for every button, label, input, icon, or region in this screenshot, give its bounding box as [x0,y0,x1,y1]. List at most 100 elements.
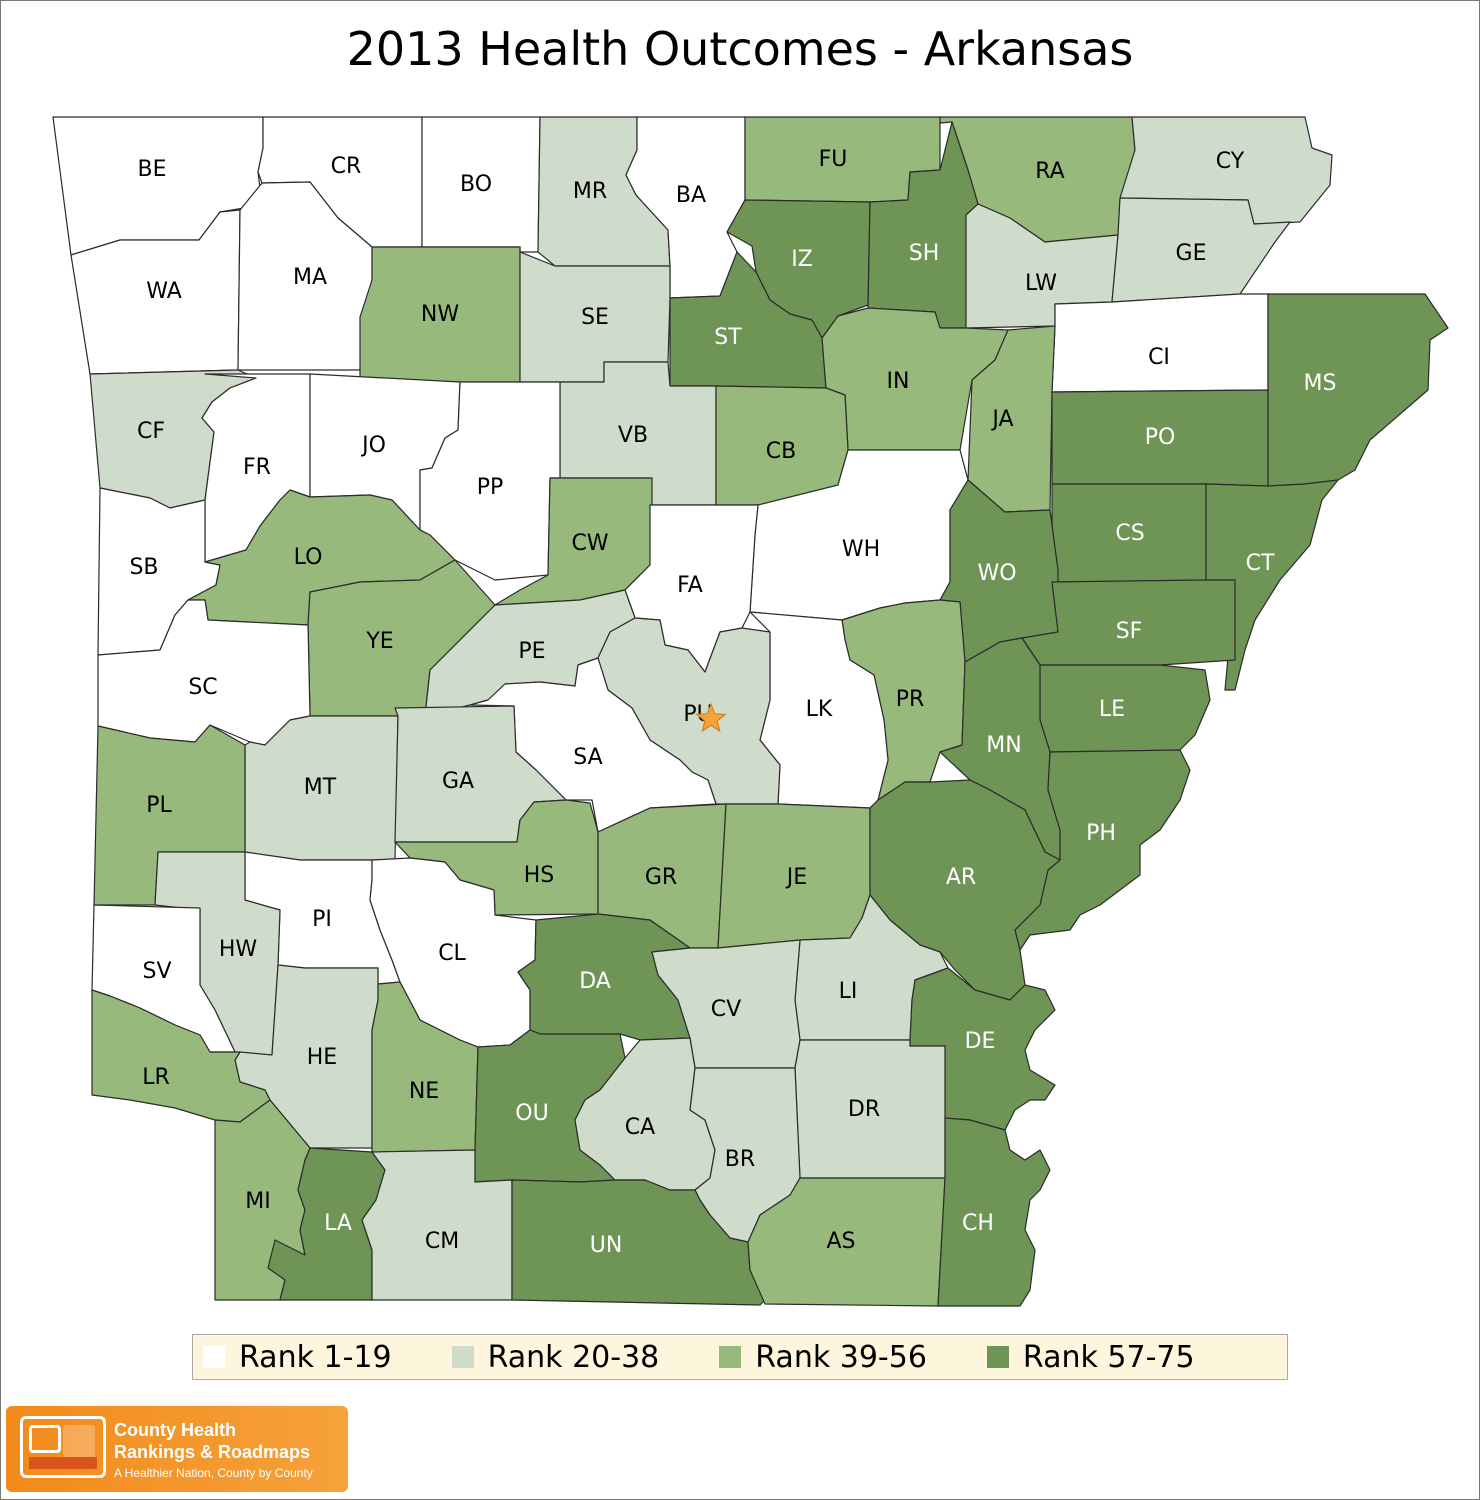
county-label-dr: DR [848,1097,880,1122]
county-label-cs: CS [1115,521,1144,546]
legend-item-rank-57-75: Rank 57-75 [986,1339,1195,1375]
legend-swatch [986,1346,1009,1368]
county-label-bo: BO [460,172,492,197]
county-cy [1119,116,1333,225]
county-label-nw: NW [421,302,459,327]
county-label-hs: HS [524,863,555,888]
county-label-mr: MR [573,179,607,204]
county-label-cb: CB [766,439,796,464]
county-label-sf: SF [1116,619,1143,644]
county-label-pi: PI [312,907,332,932]
county-label-ga: GA [442,769,474,794]
county-label-cm: CM [425,1229,459,1254]
legend-label: Rank 39-56 [755,1339,927,1375]
county-label-cf: CF [137,419,165,444]
legend-swatch [719,1346,742,1368]
county-label-mn: MN [986,733,1021,758]
county-label-ca: CA [625,1115,655,1140]
county-label-se: SE [581,305,609,330]
county-label-ba: BA [676,183,706,208]
county-label-sb: SB [129,555,158,580]
county-label-wo: WO [977,561,1016,586]
county-label-je: JE [785,865,807,890]
county-label-mi: MI [245,1189,270,1214]
logo-mark-icon [20,1416,106,1478]
county-label-vb: VB [618,423,648,448]
county-label-hw: HW [219,937,258,962]
county-label-sv: SV [142,959,171,984]
legend-item-rank-39-56: Rank 39-56 [719,1340,927,1375]
county-label-cw: CW [571,531,608,556]
legend-item-rank-20-38: Rank 20-38 [451,1339,660,1375]
county-un [511,1179,766,1306]
star-icon [695,702,727,733]
county-label-lw: LW [1025,271,1057,296]
county-label-be: BE [138,157,167,182]
county-cm [361,1149,513,1301]
county-label-de: DE [965,1029,996,1054]
county-label-ge: GE [1176,241,1207,266]
county-label-un: UN [590,1233,623,1258]
county-label-ci: CI [1148,345,1170,370]
county-ci [1051,293,1269,393]
county-label-ra: RA [1035,159,1064,184]
county-label-cl: CL [438,941,466,966]
county-label-da: DA [579,969,611,994]
logo-text-line1: County Health [114,1420,237,1440]
legend-swatch [451,1346,474,1368]
logo-tagline: A Healthier Nation, County by County [114,1466,313,1480]
map-title: 2013 Health Outcomes - Arkansas [346,22,1134,76]
county-health-rankings-logo: County Health Rankings & Roadmaps A Heal… [6,1406,348,1492]
county-label-iz: IZ [791,247,813,272]
county-ms [1267,293,1449,487]
county-label-ja: JA [990,407,1013,432]
county-label-cv: CV [711,997,741,1022]
county-ch [937,1117,1051,1307]
county-label-sh: SH [909,241,940,266]
county-label-pe: PE [518,639,545,664]
logo-text-line2: Rankings & Roadmaps [114,1442,311,1462]
county-label-li: LI [839,979,858,1004]
county-label-cy: CY [1216,149,1245,174]
county-label-mt: MT [304,775,337,800]
county-label-la: LA [324,1211,352,1236]
county-label-ch: CH [962,1211,994,1236]
county-label-br: BR [725,1147,755,1172]
county-label-fu: FU [819,147,848,172]
legend: Rank 1-19 Rank 20-38 Rank 39-56 Rank 57-… [192,1334,1288,1380]
county-lr [91,989,271,1123]
county-label-he: HE [307,1045,337,1070]
county-label-st: ST [714,325,742,350]
county-label-ms: MS [1304,371,1337,396]
county-label-in: IN [887,369,910,394]
legend-label: Rank 57-75 [1022,1339,1195,1375]
county-label-ma: MA [293,265,327,290]
county-label-po: PO [1145,425,1176,450]
county-label-ct: CT [1246,551,1275,576]
county-label-pr: PR [896,687,925,712]
county-label-lk: LK [806,697,833,722]
county-label-ne: NE [409,1079,439,1104]
county-label-gr: GR [645,865,677,890]
county-label-lo: LO [294,545,323,570]
county-label-fr: FR [243,455,271,480]
county-label-ph: PH [1086,821,1116,846]
county-pl [93,724,246,906]
legend-item-rank-1-19: Rank 1-19 [203,1340,392,1375]
county-label-ar: AR [946,865,976,890]
county-label-pl: PL [146,793,172,818]
county-label-wa: WA [146,279,182,304]
legend-swatch [203,1346,225,1368]
county-label-cr: CR [331,154,362,179]
legend-label: Rank 20-38 [487,1339,660,1375]
county-label-sc: SC [188,675,217,700]
legend-label: Rank 1-19 [239,1339,392,1375]
county-label-ou: OU [515,1101,548,1126]
county-label-pp: PP [477,475,504,500]
county-label-sa: SA [573,745,602,770]
county-label-le: LE [1099,697,1125,722]
county-label-wh: WH [842,537,880,562]
county-label-jo: JO [360,433,386,458]
county-label-ye: YE [365,629,393,654]
